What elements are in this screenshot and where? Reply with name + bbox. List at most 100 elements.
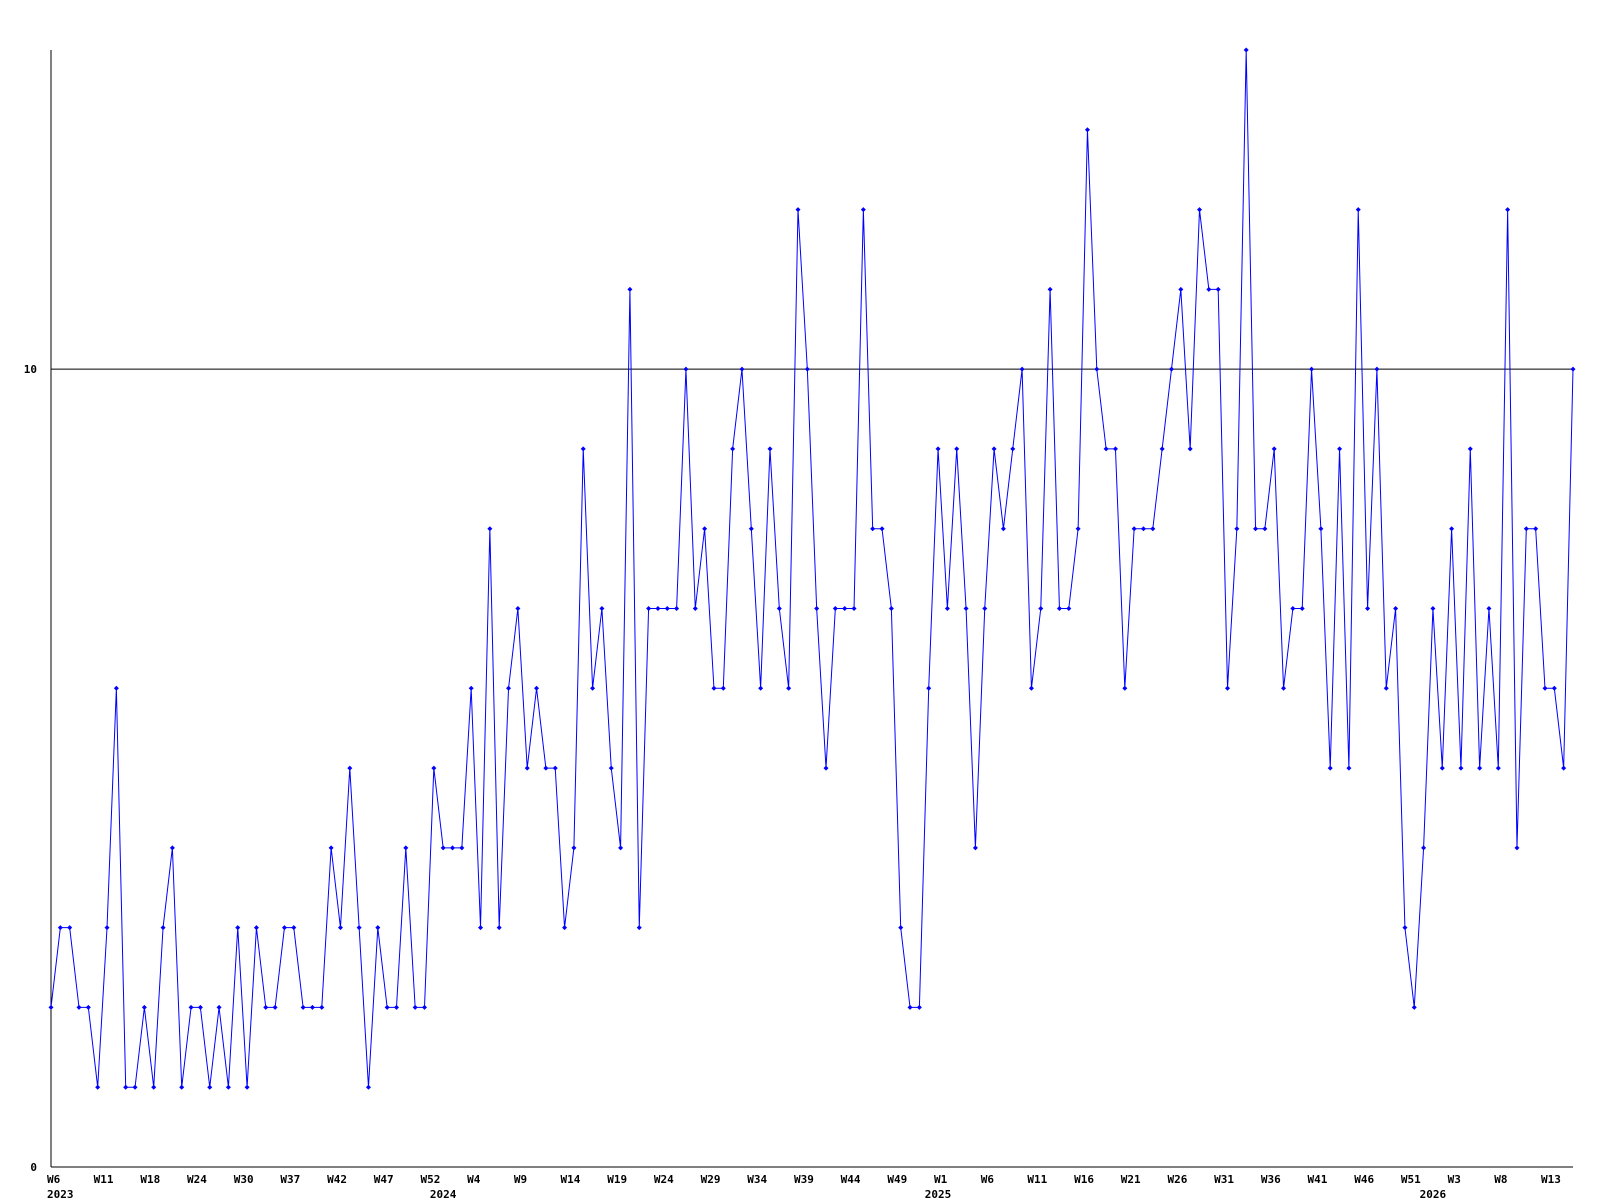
point-marker	[1131, 526, 1137, 532]
point-marker	[1439, 765, 1445, 771]
point-marker	[412, 1004, 418, 1010]
y-tick-label: 10	[24, 363, 37, 376]
point-marker	[141, 1004, 147, 1010]
x-year-label: 2025	[925, 1188, 952, 1200]
point-marker	[580, 446, 586, 452]
point-marker	[1430, 606, 1436, 611]
x-tick-label: W11	[94, 1173, 114, 1186]
point-marker	[496, 925, 502, 931]
point-marker	[1075, 526, 1081, 532]
x-tick-label: W37	[280, 1173, 300, 1186]
point-marker	[48, 1004, 54, 1010]
point-marker	[421, 1004, 427, 1010]
point-marker	[954, 446, 960, 452]
point-marker	[440, 845, 446, 851]
point-marker	[720, 685, 726, 691]
point-marker	[1337, 446, 1343, 452]
point-marker	[1010, 446, 1016, 452]
point-marker	[151, 1084, 157, 1090]
point-marker	[188, 1004, 194, 1010]
point-marker	[291, 925, 297, 931]
x-tick-label: W31	[1214, 1173, 1234, 1186]
point-marker	[1140, 526, 1146, 532]
point-marker	[991, 446, 997, 452]
point-marker	[76, 1004, 82, 1010]
point-marker	[832, 606, 838, 611]
x-tick-label: W26	[1167, 1173, 1187, 1186]
point-marker	[1150, 526, 1156, 532]
x-tick-label: W13	[1541, 1173, 1561, 1186]
x-tick-label: W24	[654, 1173, 674, 1186]
point-marker	[281, 925, 287, 931]
point-marker	[748, 526, 754, 532]
x-tick-label: W46	[1354, 1173, 1374, 1186]
point-marker	[179, 1084, 185, 1090]
point-marker	[1346, 765, 1352, 771]
point-marker	[590, 685, 596, 691]
point-marker	[552, 765, 558, 771]
point-marker	[197, 1004, 203, 1010]
point-marker	[272, 1004, 278, 1010]
point-marker	[1542, 685, 1548, 691]
x-tick-label: W42	[327, 1173, 347, 1186]
point-marker	[1533, 526, 1539, 532]
point-marker	[225, 1084, 231, 1090]
point-marker	[1178, 286, 1184, 292]
point-marker	[1514, 845, 1520, 851]
point-marker	[524, 765, 530, 771]
point-marker	[1374, 366, 1380, 372]
point-marker	[309, 1004, 315, 1010]
point-marker	[543, 765, 549, 771]
point-marker	[935, 446, 941, 452]
x-tick-label: W47	[374, 1173, 394, 1186]
point-marker	[711, 685, 717, 691]
x-tick-label: W41	[1308, 1173, 1328, 1186]
point-marker	[1477, 765, 1483, 771]
point-marker	[235, 925, 241, 931]
point-marker	[1561, 765, 1567, 771]
point-marker	[300, 1004, 306, 1010]
point-marker	[365, 1084, 371, 1090]
point-marker	[1094, 366, 1100, 372]
point-marker	[328, 845, 334, 851]
point-marker	[1028, 685, 1034, 691]
point-marker	[1038, 606, 1044, 611]
x-year-label: 2023	[47, 1188, 74, 1200]
point-marker	[384, 1004, 390, 1010]
point-marker	[1327, 765, 1333, 771]
x-tick-label: W1	[934, 1173, 948, 1186]
y-tick-label: 0	[30, 1161, 37, 1174]
point-marker	[888, 606, 894, 611]
point-marker	[450, 845, 456, 851]
point-marker	[113, 685, 119, 691]
point-marker	[842, 606, 848, 611]
point-marker	[515, 606, 521, 611]
point-marker	[95, 1084, 101, 1090]
point-marker	[1551, 685, 1557, 691]
point-marker	[944, 606, 950, 611]
point-marker	[207, 1084, 213, 1090]
x-tick-label: W36	[1261, 1173, 1281, 1186]
x-tick-label: W39	[794, 1173, 814, 1186]
point-marker	[804, 366, 810, 372]
point-marker	[487, 526, 493, 532]
point-marker	[898, 925, 904, 931]
x-tick-label: W34	[747, 1173, 767, 1186]
point-marker	[1066, 606, 1072, 611]
point-marker	[1000, 526, 1006, 532]
point-marker	[319, 1004, 325, 1010]
x-tick-label: W24	[187, 1173, 207, 1186]
point-marker	[1197, 207, 1203, 213]
x-tick-label: W19	[607, 1173, 627, 1186]
point-marker	[347, 765, 353, 771]
point-marker	[132, 1084, 138, 1090]
point-marker	[1467, 446, 1473, 452]
point-marker	[1187, 446, 1193, 452]
point-marker	[1206, 286, 1212, 292]
point-marker	[1449, 526, 1455, 532]
point-marker	[1159, 446, 1165, 452]
point-marker	[1019, 366, 1025, 372]
point-marker	[1103, 446, 1109, 452]
point-marker	[730, 446, 736, 452]
